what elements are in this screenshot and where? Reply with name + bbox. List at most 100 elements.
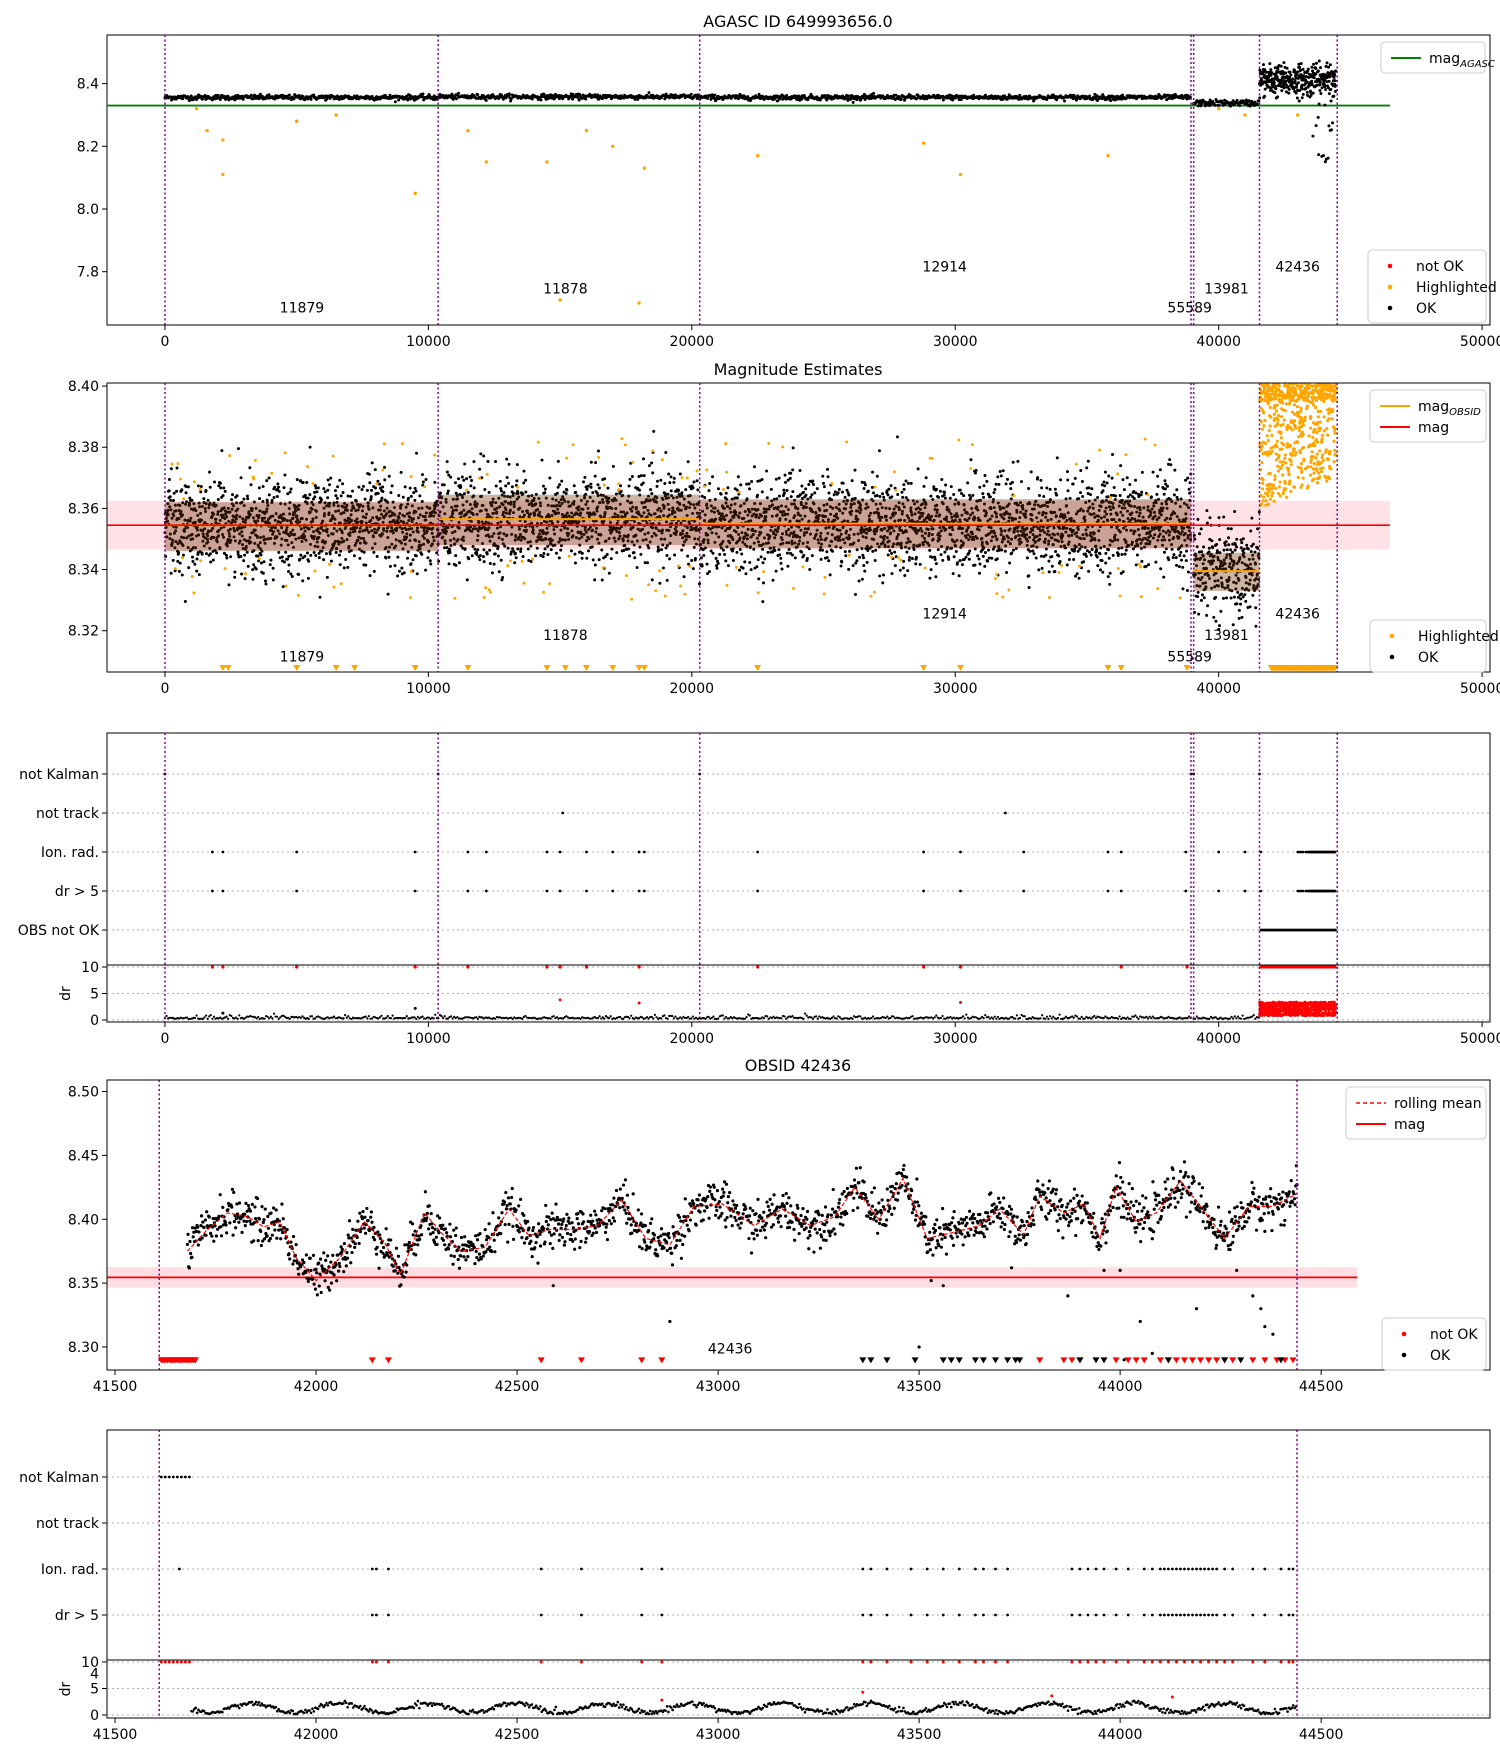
obsid-annotation: 11879 bbox=[280, 300, 325, 316]
ok-point bbox=[351, 489, 355, 493]
ok-point bbox=[719, 492, 723, 496]
ok-point bbox=[225, 556, 229, 560]
ok-point bbox=[218, 547, 222, 551]
ok-point bbox=[1270, 71, 1274, 75]
ok-point bbox=[381, 489, 385, 493]
ok-point bbox=[972, 93, 976, 97]
ok-point bbox=[448, 551, 452, 555]
ok-point bbox=[505, 457, 509, 461]
ok-point bbox=[516, 547, 520, 551]
ok-point bbox=[401, 495, 405, 499]
ok-point bbox=[268, 563, 272, 567]
ok-point bbox=[309, 97, 313, 101]
ok-point bbox=[652, 429, 656, 433]
ok-point bbox=[789, 495, 793, 499]
ok-point bbox=[1295, 73, 1299, 77]
ok-point bbox=[191, 560, 195, 564]
ok-point bbox=[1109, 99, 1113, 103]
ok-point bbox=[372, 550, 376, 554]
ok-point bbox=[791, 446, 795, 450]
ok-point bbox=[167, 477, 171, 481]
ok-point bbox=[346, 494, 350, 498]
ok-point bbox=[299, 553, 303, 557]
ok-point bbox=[233, 570, 237, 574]
ok-point bbox=[546, 553, 550, 557]
ok-point bbox=[647, 464, 651, 468]
ok-point bbox=[1208, 98, 1212, 102]
ok-point bbox=[414, 554, 418, 558]
ok-point bbox=[647, 91, 651, 95]
ok-point bbox=[586, 549, 590, 553]
ok-point bbox=[338, 478, 342, 482]
ok-point bbox=[571, 92, 575, 96]
ok-point bbox=[275, 495, 279, 499]
ok-point bbox=[1324, 87, 1328, 91]
ok-point bbox=[276, 482, 280, 486]
ok-point bbox=[258, 92, 262, 96]
ok-point bbox=[344, 557, 348, 561]
ok-point bbox=[397, 569, 401, 573]
highlighted-point bbox=[205, 128, 209, 133]
obsid-annotation: 42436 bbox=[1275, 260, 1320, 276]
ok-point bbox=[367, 472, 371, 476]
ok-point bbox=[306, 576, 310, 580]
ok-point bbox=[484, 98, 488, 102]
ok-point bbox=[603, 477, 607, 481]
ok-point bbox=[482, 454, 486, 458]
ok-point bbox=[524, 478, 528, 482]
ok-point bbox=[535, 546, 539, 550]
ok-point bbox=[664, 92, 668, 96]
ok-point bbox=[383, 465, 387, 469]
ok-point bbox=[1297, 65, 1301, 69]
ok-point bbox=[170, 516, 174, 520]
ok-point bbox=[201, 529, 205, 533]
ok-point bbox=[187, 566, 191, 570]
ok-point bbox=[1310, 82, 1314, 86]
highlighted-point bbox=[642, 166, 647, 170]
ok-point bbox=[242, 497, 246, 501]
ok-point bbox=[707, 570, 711, 574]
ok-point bbox=[1310, 65, 1314, 69]
ok-point bbox=[1301, 92, 1305, 96]
ok-point bbox=[414, 489, 418, 493]
ok-point bbox=[409, 494, 413, 498]
ok-point bbox=[707, 489, 711, 493]
ok-point bbox=[301, 95, 305, 99]
ok-point bbox=[716, 561, 720, 565]
ok-point bbox=[399, 470, 403, 474]
ok-point bbox=[362, 550, 366, 554]
ok-point bbox=[760, 477, 764, 481]
ok-point bbox=[1238, 104, 1242, 108]
ok-point bbox=[726, 486, 730, 490]
ok-point bbox=[287, 554, 291, 558]
ok-point bbox=[1273, 91, 1277, 95]
ok-point bbox=[1333, 84, 1337, 88]
obsid-annotation: 13981 bbox=[1204, 282, 1249, 298]
ok-point bbox=[714, 556, 718, 560]
ok-point bbox=[396, 574, 400, 578]
highlighted-point bbox=[221, 138, 225, 142]
ok-point bbox=[501, 575, 505, 579]
ok-point bbox=[289, 487, 293, 491]
ok-point bbox=[282, 560, 286, 564]
ok-point bbox=[761, 581, 765, 585]
ok-point bbox=[298, 557, 302, 561]
ok-point bbox=[541, 555, 545, 559]
highlighted-point bbox=[921, 141, 926, 145]
ok-point bbox=[594, 461, 598, 465]
ok-point bbox=[516, 491, 520, 495]
ok-point bbox=[593, 474, 597, 478]
ok-point bbox=[718, 552, 722, 556]
ok-point bbox=[771, 578, 775, 582]
ok-point bbox=[779, 561, 783, 565]
ok-point bbox=[680, 548, 684, 552]
ok-point bbox=[555, 491, 559, 495]
highlighted-point bbox=[466, 128, 470, 133]
ok-point bbox=[769, 487, 773, 491]
ok-point bbox=[181, 544, 185, 548]
ok-point bbox=[181, 501, 185, 505]
ok-point bbox=[530, 97, 534, 101]
ok-point bbox=[1284, 71, 1288, 75]
ok-point bbox=[194, 546, 198, 550]
ok-point bbox=[197, 533, 201, 537]
